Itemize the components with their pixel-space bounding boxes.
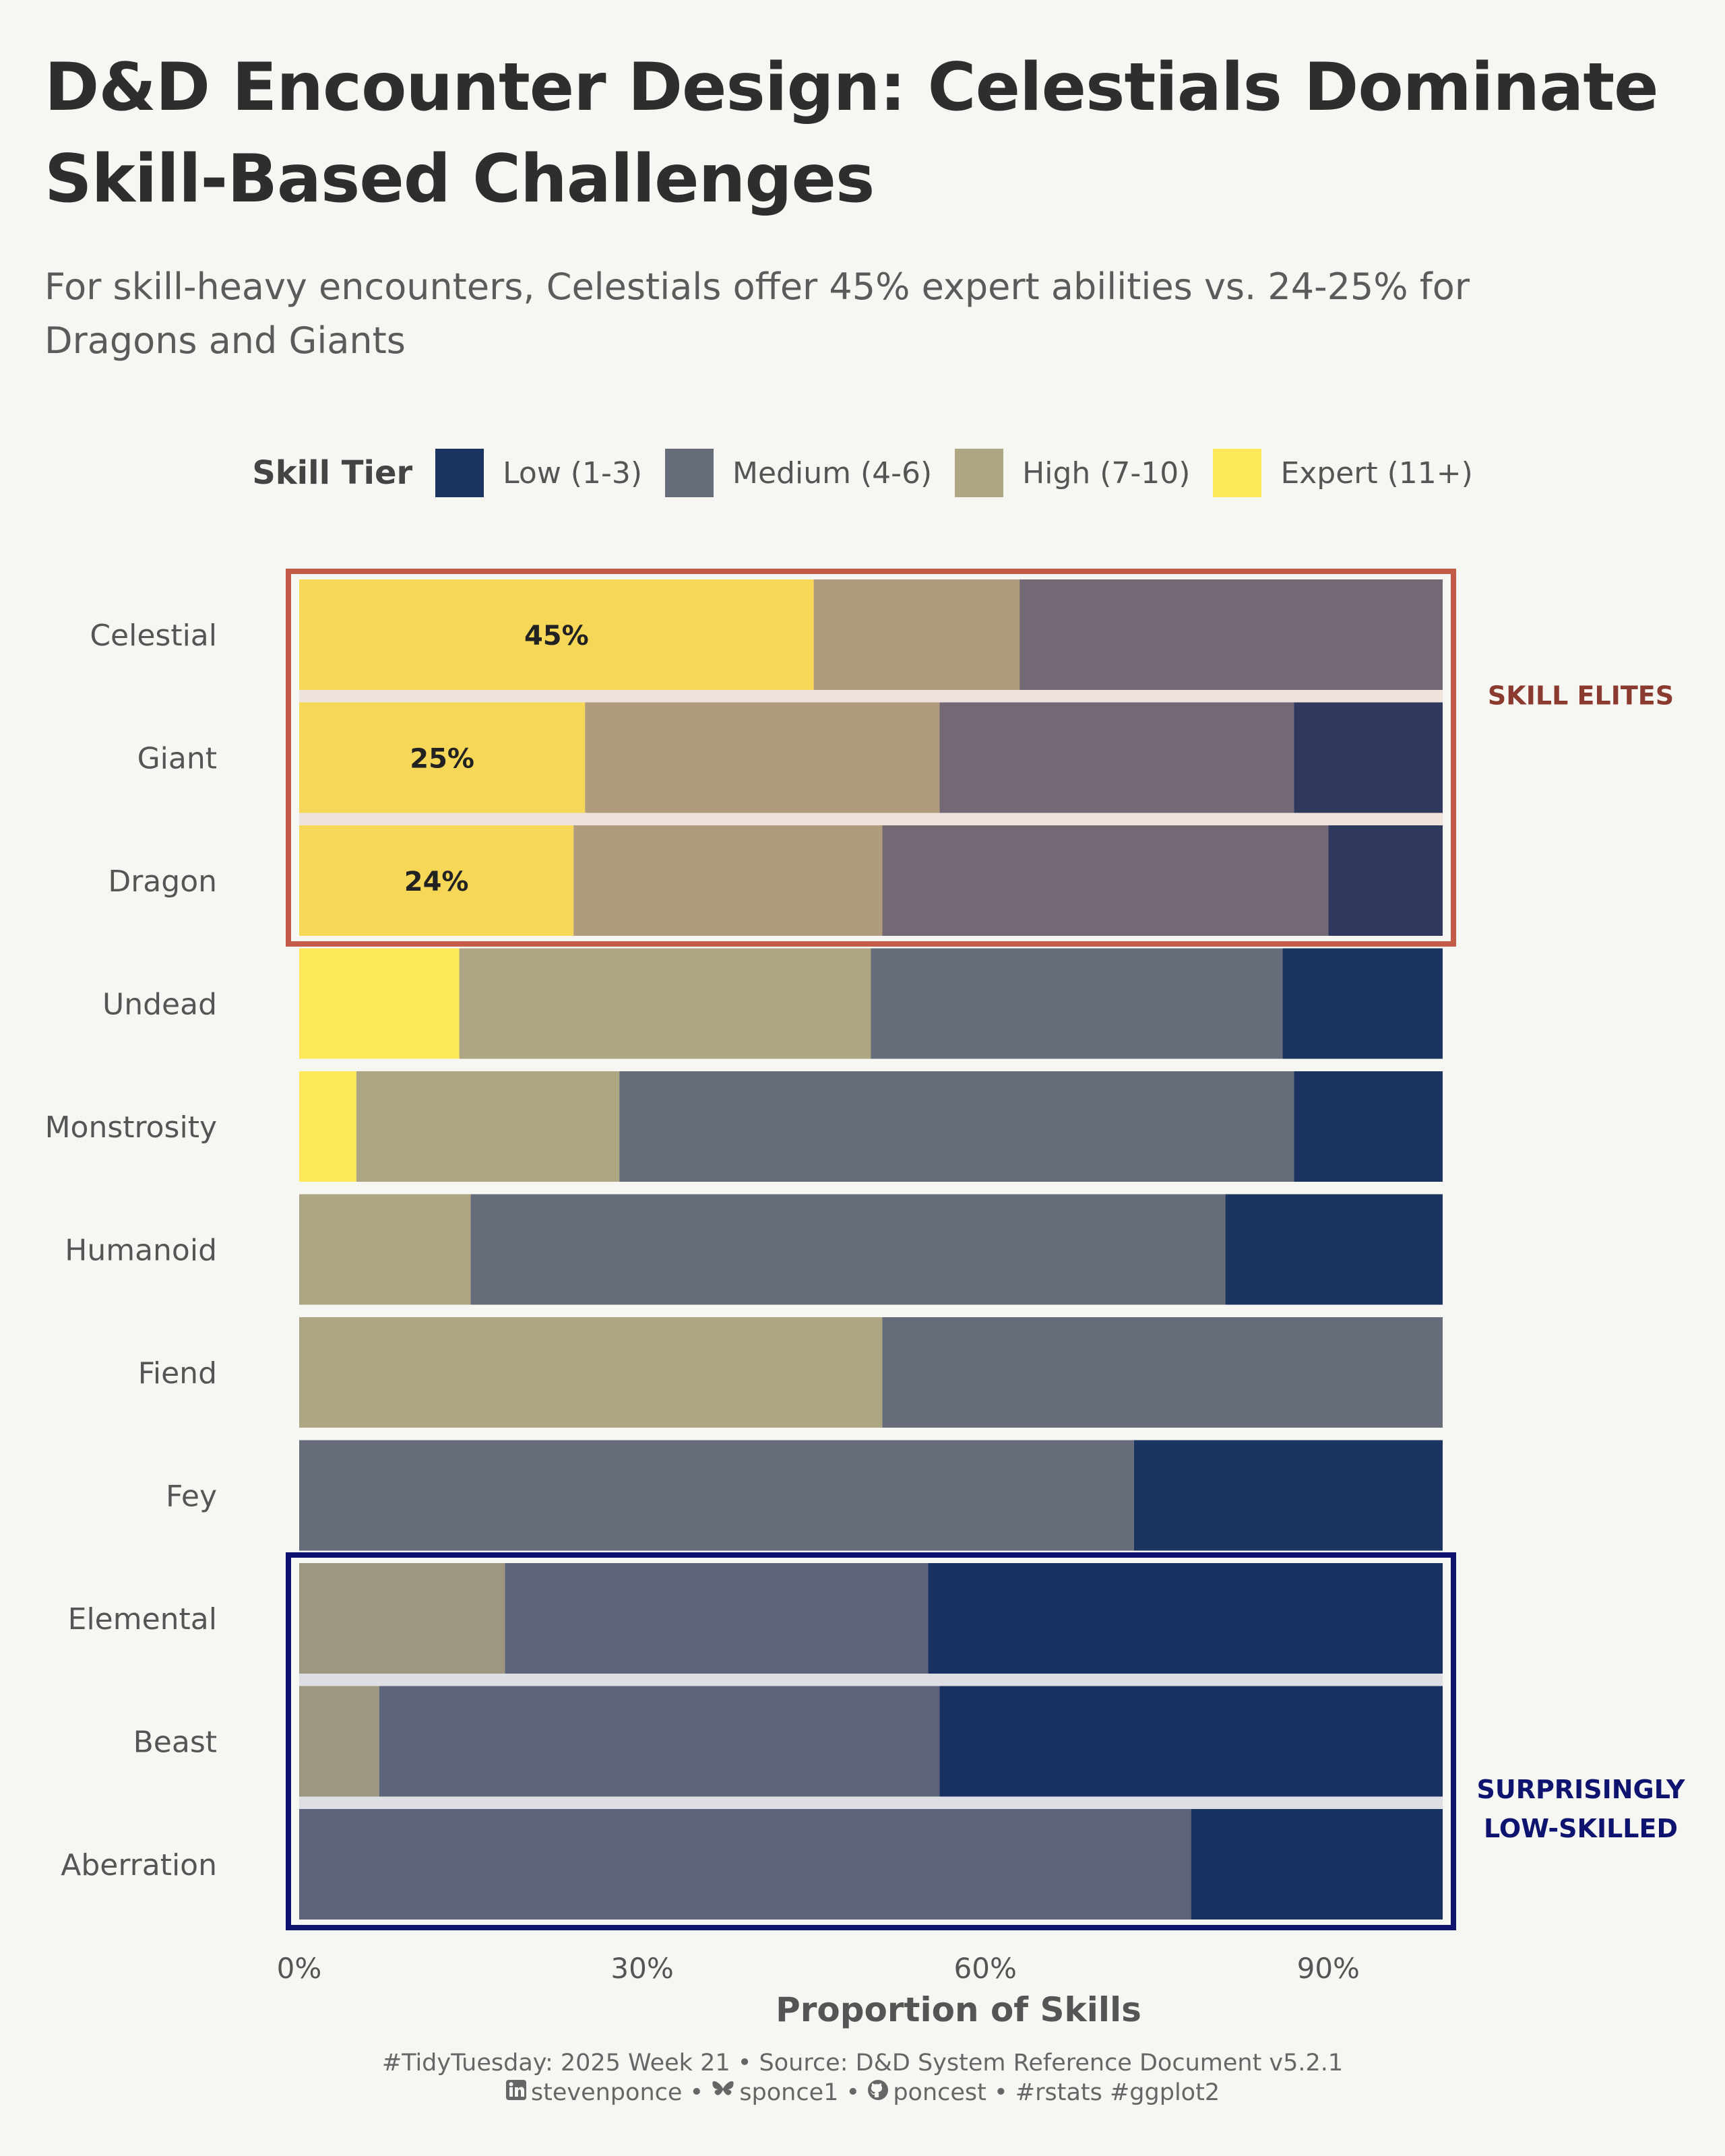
annotation-skill-elites: SKILL ELITES — [1488, 680, 1674, 710]
bar-monstrosity-expert-11 — [299, 1071, 356, 1182]
bar-humanoid-high-7-10 — [299, 1194, 471, 1305]
category-label-giant: Giant — [137, 742, 217, 776]
caption-sep-2: • — [838, 2079, 868, 2106]
bar-aberration-medium-4-6 — [299, 1809, 1191, 1920]
highlight-tint-0 — [299, 579, 1443, 936]
legend-item-expert: Expert (11+) — [1213, 449, 1473, 497]
category-label-monstrosity: Monstrosity — [45, 1110, 217, 1145]
bar-undead-high-7-10 — [459, 948, 871, 1059]
category-label-celestial: Celestial — [90, 619, 217, 653]
bar-elemental-high-7-10 — [299, 1563, 505, 1674]
annotation-surprisingly: SURPRISINGLY — [1476, 1775, 1685, 1804]
annotation-low-skilled: LOW-SKILLED — [1484, 1814, 1678, 1843]
caption-linkedin: stevenponce — [530, 2079, 683, 2106]
linkedin-icon — [505, 2079, 527, 2108]
highlight-frame-0 — [286, 569, 1456, 947]
bar-giant-high-7-10 — [585, 702, 940, 813]
x-tick-label-2: 60% — [954, 1952, 1017, 1985]
bar-fiend-high-7-10 — [299, 1317, 883, 1428]
category-label-elemental: Elemental — [68, 1602, 217, 1637]
bar-monstrosity-low-1-3 — [1294, 1071, 1443, 1182]
legend-label-low: Low (1-3) — [503, 455, 643, 490]
data-label-celestial: 45% — [524, 621, 589, 652]
bar-dragon-medium-4-6 — [882, 825, 1329, 936]
bar-monstrosity-medium-4-6 — [619, 1071, 1294, 1182]
chart-title: D&D Encounter Design: Celestials Dominat… — [44, 49, 1659, 218]
bar-undead-low-1-3 — [1282, 948, 1443, 1059]
legend-key-low — [435, 449, 484, 497]
bar-beast-low-1-3 — [939, 1686, 1443, 1797]
bar-undead-medium-4-6 — [871, 948, 1283, 1059]
bar-celestial-expert-11 — [299, 579, 814, 690]
caption-github: poncest — [893, 2079, 986, 2106]
legend-item-medium: Medium (4-6) — [665, 449, 932, 497]
highlight-tint-1 — [299, 1563, 1443, 1920]
bar-celestial-medium-4-6 — [1020, 579, 1443, 690]
bluesky-icon — [711, 2079, 735, 2108]
bar-monstrosity-high-7-10 — [356, 1071, 620, 1182]
bar-beast-medium-4-6 — [379, 1686, 940, 1797]
category-label-fiend: Fiend — [138, 1356, 217, 1391]
category-label-aberration: Aberration — [61, 1848, 217, 1882]
bar-dragon-expert-11 — [299, 825, 574, 936]
category-label-beast: Beast — [133, 1725, 217, 1760]
legend-key-medium — [665, 449, 714, 497]
bar-celestial-high-7-10 — [813, 579, 1020, 690]
caption-source: #TidyTuesday: 2025 Week 21 • Source: D&D… — [381, 2050, 1344, 2076]
legend-item-low: Low (1-3) — [435, 449, 642, 497]
caption-social: stevenponce • sponce1 • poncest • #rstat… — [0, 2078, 1725, 2108]
caption-bluesky: sponce1 — [739, 2079, 839, 2106]
caption-sep-1: • — [682, 2079, 712, 2106]
bar-giant-expert-11 — [299, 702, 586, 813]
x-tick-label-1: 30% — [610, 1952, 673, 1985]
category-label-undead: Undead — [102, 988, 217, 1022]
chart-subtitle: For skill-heavy encounters, Celestials o… — [44, 265, 1470, 362]
category-label-dragon: Dragon — [108, 864, 217, 899]
x-axis-title: Proportion of Skills — [776, 1990, 1141, 2029]
bar-undead-expert-11 — [299, 948, 460, 1059]
caption-tags: • #rstats #ggplot2 — [986, 2079, 1220, 2106]
legend-key-high — [955, 449, 1004, 497]
bar-aberration-low-1-3 — [1191, 1809, 1443, 1920]
bar-elemental-low-1-3 — [928, 1563, 1443, 1674]
bar-giant-medium-4-6 — [939, 702, 1294, 813]
legend-key-expert — [1213, 449, 1262, 497]
legend-title: Skill Tier — [252, 454, 413, 492]
bar-dragon-high-7-10 — [573, 825, 883, 936]
bar-giant-low-1-3 — [1294, 702, 1443, 813]
bar-fey-low-1-3 — [1133, 1440, 1443, 1551]
data-label-dragon: 24% — [404, 866, 469, 897]
legend-label-high: High (7-10) — [1022, 455, 1191, 490]
bar-elemental-medium-4-6 — [505, 1563, 929, 1674]
legend-label-medium: Medium (4-6) — [732, 455, 933, 490]
category-label-humanoid: Humanoid — [65, 1234, 217, 1268]
bar-dragon-low-1-3 — [1328, 825, 1443, 936]
highlight-frame-1 — [286, 1552, 1456, 1930]
bar-beast-high-7-10 — [299, 1686, 379, 1797]
github-icon — [867, 2079, 889, 2108]
stacked-bar-chart: Celestial Giant Dragon Undead Monstrosity Hum… — [45, 569, 1685, 2029]
legend: Skill Tier Low (1-3) Medium (4-6) High (… — [0, 446, 1725, 500]
category-label-fey: Fey — [166, 1480, 217, 1514]
caption: #TidyTuesday: 2025 Week 21 • Source: D&D… — [0, 2048, 1725, 2108]
x-tick-label-3: 90% — [1297, 1952, 1360, 1985]
bar-humanoid-low-1-3 — [1225, 1194, 1443, 1305]
bar-fey-medium-4-6 — [299, 1440, 1134, 1551]
legend-item-high: High (7-10) — [955, 449, 1190, 497]
bar-humanoid-medium-4-6 — [470, 1194, 1226, 1305]
legend-label-expert: Expert (11+) — [1280, 455, 1473, 490]
data-label-giant: 25% — [410, 744, 474, 775]
bar-fiend-medium-4-6 — [882, 1317, 1443, 1428]
x-tick-label-0: 0% — [277, 1952, 322, 1985]
